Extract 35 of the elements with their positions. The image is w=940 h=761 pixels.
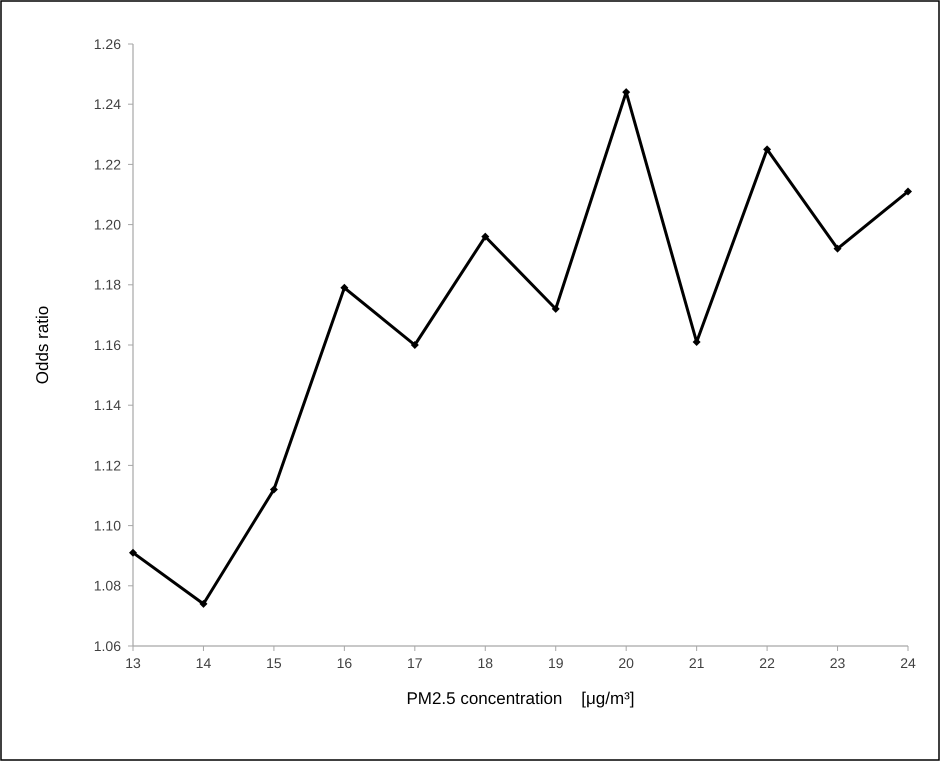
point <box>270 485 278 494</box>
y-tick-label: 1.06 <box>94 638 122 654</box>
y-tick-label: 1.10 <box>94 518 122 534</box>
y-tick-label: 1.16 <box>94 336 122 353</box>
x-tick-label: 17 <box>407 655 423 671</box>
point <box>834 244 842 253</box>
y-tick-label: 1.26 <box>94 36 122 52</box>
point <box>410 341 419 349</box>
x-tick-label: 19 <box>548 655 564 671</box>
x-axis-title: PM2.5 concentration [μg/m³] <box>406 689 635 708</box>
x-tick-label: 23 <box>830 655 846 671</box>
x-tick-label: 21 <box>688 655 705 671</box>
point <box>481 232 490 241</box>
y-tick-label: 1.12 <box>94 457 122 474</box>
point <box>129 548 137 557</box>
point <box>904 187 912 196</box>
x-tick-label: 16 <box>336 655 352 671</box>
point <box>199 600 208 608</box>
y-tick-label: 1.14 <box>94 397 122 414</box>
y-tick-label: 1.08 <box>94 578 122 594</box>
x-tick-label: 22 <box>759 655 776 671</box>
x-tick-label: 14 <box>196 655 212 671</box>
y-axis-title: Odds ratio <box>33 306 52 384</box>
point <box>340 284 348 292</box>
y-tick-label: 1.22 <box>94 156 122 172</box>
x-tick-label: 24 <box>900 655 916 671</box>
y-tick-label: 1.24 <box>94 96 122 112</box>
x-tick-label: 15 <box>266 655 282 671</box>
point <box>763 145 772 154</box>
y-tick-label: 1.18 <box>94 276 122 293</box>
x-tick-label: 20 <box>618 655 634 671</box>
x-tick-label: 18 <box>477 655 494 671</box>
y-tick-label: 1.20 <box>94 216 122 232</box>
x-tick-label: 13 <box>125 655 141 671</box>
point <box>552 304 560 313</box>
